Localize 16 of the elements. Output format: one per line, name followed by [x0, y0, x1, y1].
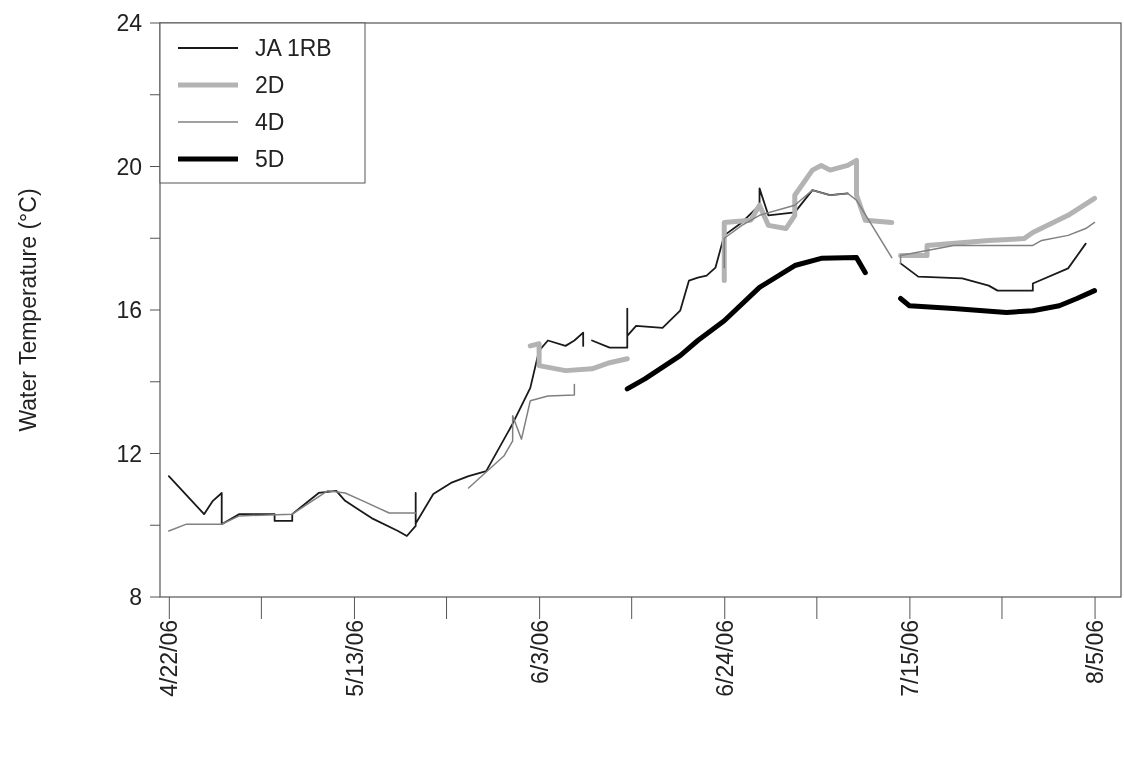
- x-tick-label: 6/24/06: [711, 620, 738, 697]
- y-tick-label: 20: [116, 153, 142, 180]
- x-tick-label: 6/3/06: [526, 620, 553, 684]
- legend-label: JA 1RB: [255, 35, 332, 62]
- y-axis-title: Water Temperature (°C): [15, 188, 42, 432]
- x-tick-label: 4/22/06: [156, 620, 183, 697]
- x-tick-label: 5/13/06: [341, 620, 368, 697]
- legend-label: 4D: [255, 109, 285, 136]
- legend-label: 5D: [255, 146, 285, 173]
- legend-label: 2D: [255, 72, 285, 99]
- x-tick-label: 8/5/06: [1082, 620, 1109, 684]
- y-tick-label: 8: [129, 584, 142, 611]
- x-tick-label: 7/15/06: [896, 620, 923, 697]
- y-tick-label: 12: [116, 440, 142, 467]
- y-tick-label: 16: [116, 297, 142, 324]
- y-tick-label: 24: [116, 10, 143, 37]
